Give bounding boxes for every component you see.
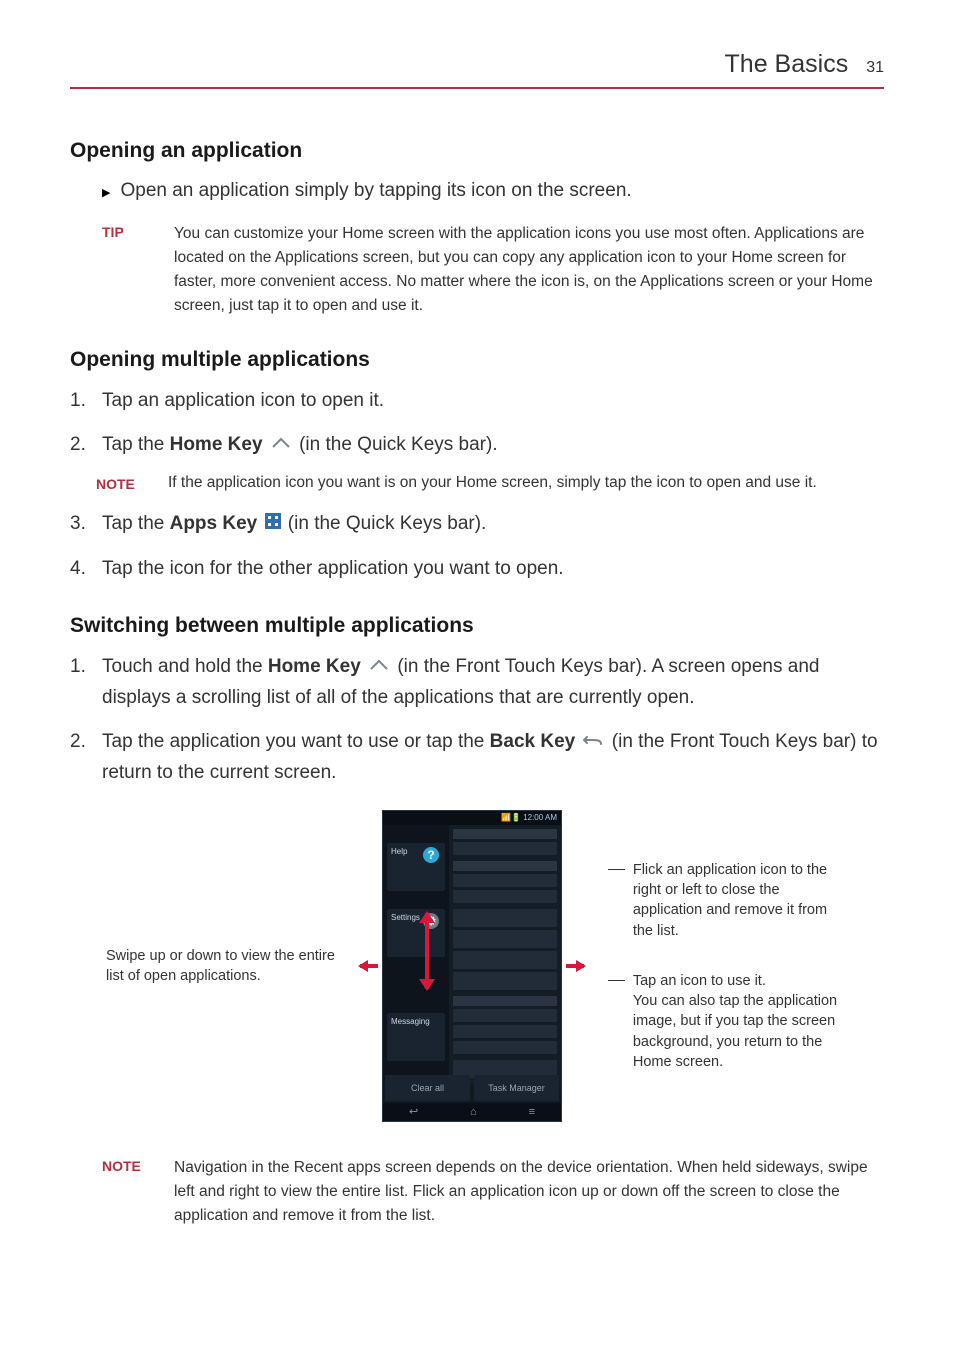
switch-step-2: Tap the application you want to use or t…	[70, 727, 884, 788]
status-bar: 📶🔋 12:00 AM	[383, 811, 561, 825]
home-key-icon	[368, 652, 390, 682]
steps-switching: Touch and hold the Home Key (in the Fron…	[70, 652, 884, 788]
nav-menu-icon: ≡	[529, 1106, 535, 1118]
phone-nav-keys: ↩ ⌂ ≡	[383, 1103, 561, 1121]
arrow-left-icon	[354, 960, 378, 972]
note-body: If the application icon you want is on y…	[168, 471, 817, 495]
final-note: NOTE Navigation in the Recent apps scree…	[102, 1156, 884, 1228]
note-label: NOTE	[102, 1156, 152, 1228]
heading-opening-app: Opening an application	[70, 139, 884, 163]
callout-tap: Tap an icon to use it. You can also tap …	[633, 971, 848, 1072]
tip-body: You can customize your Home screen with …	[174, 222, 884, 318]
phone-mock: 📶🔋 12:00 AM Help? Settings⚙ Messaging	[382, 810, 562, 1122]
phone-sidebar: Help? Settings⚙ Messaging	[383, 825, 449, 1085]
arrow-right-icon	[566, 960, 590, 972]
nav-home-icon: ⌂	[470, 1106, 477, 1118]
heading-switching: Switching between multiple applications	[70, 614, 884, 638]
side-messaging: Messaging	[387, 1013, 445, 1061]
phone-rightpane	[449, 825, 561, 1085]
section-title: The Basics	[725, 50, 849, 79]
switch-step-1: Touch and hold the Home Key (in the Fron…	[70, 652, 884, 713]
step-1: Tap an application icon to open it.	[70, 386, 884, 416]
steps-opening-multiple: Tap an application icon to open it. Tap …	[70, 386, 884, 584]
clear-all-button: Clear all	[385, 1075, 470, 1101]
nav-back-icon: ↩	[409, 1105, 418, 1118]
leader-line	[608, 980, 625, 981]
note-label: NOTE	[96, 471, 146, 495]
bullet-text: Open an application simply by tapping it…	[120, 177, 631, 206]
task-manager-button: Task Manager	[474, 1075, 559, 1101]
step2-note: NOTE If the application icon you want is…	[96, 471, 884, 495]
vertical-arrow-icon	[417, 903, 437, 999]
heading-opening-multiple: Opening multiple applications	[70, 348, 884, 372]
page-header: The Basics 31	[70, 50, 884, 89]
recent-apps-figure: Swipe up or down to view the entire list…	[70, 810, 884, 1122]
leader-line	[608, 869, 625, 870]
home-key-icon	[270, 430, 292, 460]
step-4: Tap the icon for the other application y…	[70, 554, 884, 584]
bullet-icon: ▶	[102, 185, 110, 202]
side-help: Help?	[387, 843, 445, 891]
callout-flick: Flick an application icon to the right o…	[633, 860, 848, 941]
step-3: Tap the Apps Key (in the Quick Keys bar)…	[70, 509, 884, 540]
back-key-icon	[583, 727, 605, 757]
callout-swipe: Swipe up or down to view the entire list…	[106, 946, 336, 987]
page-number: 31	[866, 59, 884, 77]
phone-bottom-buttons: Clear all Task Manager	[383, 1073, 561, 1103]
tip-label: TIP	[102, 222, 152, 318]
note-body: Navigation in the Recent apps screen dep…	[174, 1156, 884, 1228]
step-2: Tap the Home Key (in the Quick Keys bar)…	[70, 430, 884, 495]
bullet-open-app: ▶ Open an application simply by tapping …	[102, 177, 884, 206]
apps-key-icon	[265, 509, 281, 539]
tip-block: TIP You can customize your Home screen w…	[102, 222, 884, 318]
